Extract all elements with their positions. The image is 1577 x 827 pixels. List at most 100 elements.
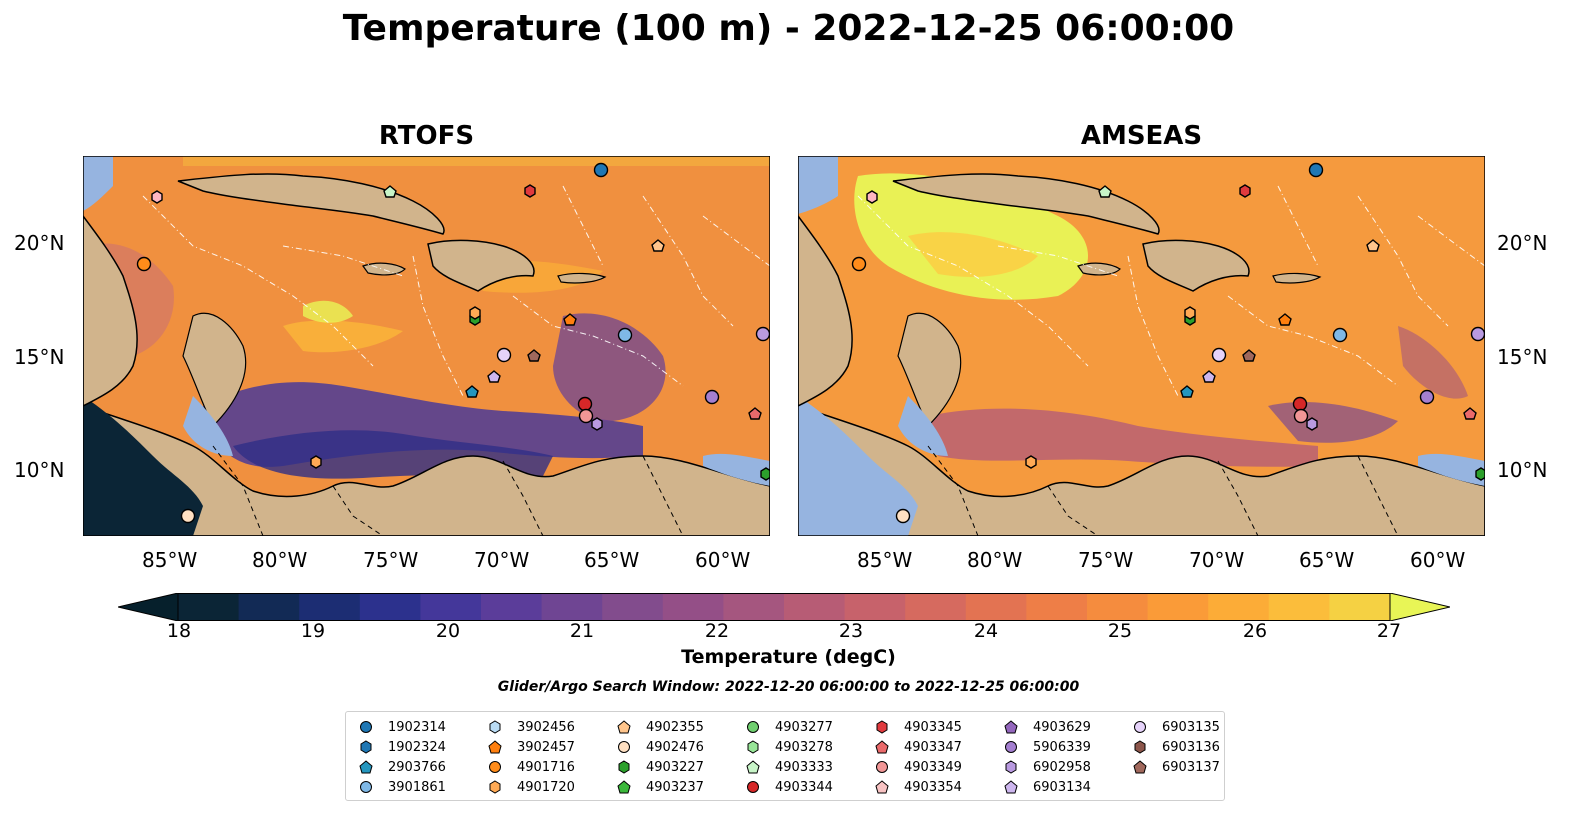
hexagon-marker-icon (1134, 740, 1146, 754)
lon-tick-label: 85°W (142, 548, 198, 572)
legend-label: 4903345 (904, 719, 962, 735)
pentagon-marker-icon (617, 720, 631, 734)
hexagon-marker-icon (747, 740, 759, 754)
circle-marker-icon (360, 721, 372, 733)
lon-tick-label: 80°W (967, 548, 1023, 572)
legend-item: 6902958 (1003, 757, 1132, 777)
legend-label: 4903227 (646, 759, 704, 775)
legend-item: 3901861 (358, 777, 487, 797)
colorbar (118, 593, 1450, 621)
colorbar-cell (178, 593, 240, 621)
legend-item: 4901720 (487, 777, 616, 797)
map-amseas (798, 156, 1485, 536)
panel-title-rtofs: RTOFS (378, 121, 475, 151)
circle-marker-icon (1005, 741, 1017, 753)
legend-label: 4902355 (646, 719, 704, 735)
legend-item: 4903277 (745, 717, 874, 737)
legend-item: 4903237 (616, 777, 745, 797)
legend-label: 6903134 (1033, 779, 1091, 795)
lon-tick-label: 75°W (1078, 548, 1134, 572)
legend-item: 4903349 (874, 757, 1003, 777)
lon-tick-label: 60°W (695, 548, 751, 572)
circle-marker-icon (747, 781, 759, 793)
legend-label: 4902476 (646, 739, 704, 755)
legend-label: 3901861 (388, 779, 446, 795)
lon-tick-label: 75°W (363, 548, 419, 572)
colorbar-tick-label: 19 (300, 620, 326, 642)
colorbar-tick-label: 27 (1376, 620, 1402, 642)
circle-marker-icon (876, 761, 888, 773)
colorbar-cell (238, 593, 300, 621)
legend-item: 4901716 (487, 757, 616, 777)
legend-item: 1902324 (358, 737, 487, 757)
colorbar-cell (299, 593, 361, 621)
legend-label: 3902456 (517, 719, 575, 735)
colorbar-tick-label: 21 (569, 620, 595, 642)
colorbar-cell (965, 593, 1027, 621)
legend-label: 6903135 (1162, 719, 1220, 735)
colorbar-cell (784, 593, 846, 621)
pentagon-marker-icon (617, 780, 631, 794)
colorbar-cell (662, 593, 724, 621)
legend-item: 4903278 (745, 737, 874, 757)
circle-marker-icon (489, 761, 501, 773)
colorbar-cell (1329, 593, 1391, 621)
lat-tick-label: 15°N (1497, 345, 1548, 369)
legend-label: 3902457 (517, 739, 575, 755)
pentagon-marker-icon (746, 760, 760, 774)
lon-tick-label: 65°W (1299, 548, 1355, 572)
search-window-text: Glider/Argo Search Window: 2022-12-20 06… (497, 679, 1080, 695)
colorbar-cell (420, 593, 482, 621)
lon-tick-label: 70°W (474, 548, 530, 572)
pentagon-marker-icon (1004, 780, 1018, 794)
colorbar-tick-label: 24 (973, 620, 999, 642)
legend-item: 4903227 (616, 757, 745, 777)
circle-marker-icon (747, 721, 759, 733)
colorbar-cell (1208, 593, 1270, 621)
legend-label: 4903347 (904, 739, 962, 755)
lat-tick-label: 10°N (1497, 458, 1548, 482)
hexagon-marker-icon (489, 780, 501, 794)
legend-item: 6903137 (1132, 757, 1261, 777)
colorbar-tick-label: 18 (166, 620, 192, 642)
legend-item: 4903354 (874, 777, 1003, 797)
colorbar-cell (541, 593, 603, 621)
colorbar-cell (1268, 593, 1330, 621)
legend-label: 4903278 (775, 739, 833, 755)
legend-item: 4903629 (1003, 717, 1132, 737)
legend-item: 6903134 (1003, 777, 1132, 797)
legend-item: 4903344 (745, 777, 874, 797)
lat-tick-label: 20°N (1497, 231, 1548, 255)
lon-tick-label: 70°W (1189, 548, 1245, 572)
hexagon-marker-icon (489, 720, 501, 734)
panel-title-amseas: AMSEAS (1080, 121, 1203, 151)
legend-item: 3902457 (487, 737, 616, 757)
colorbar-tick-label: 22 (704, 620, 730, 642)
legend-label: 4903344 (775, 779, 833, 795)
lat-tick-label: 20°N (14, 231, 65, 255)
legend-item: 4903345 (874, 717, 1003, 737)
legend-label: 4903237 (646, 779, 704, 795)
colorbar-label: Temperature (degC) (681, 646, 896, 668)
colorbar-tick-label: 25 (1107, 620, 1133, 642)
legend-item: 6903135 (1132, 717, 1261, 737)
colorbar-cell (359, 593, 421, 621)
colorbar-cell (1087, 593, 1149, 621)
hexagon-marker-icon (360, 740, 372, 754)
hexagon-marker-icon (618, 760, 630, 774)
legend-item: 6903136 (1132, 737, 1261, 757)
legend-label: 5906339 (1033, 739, 1091, 755)
hexagon-marker-icon (1005, 760, 1017, 774)
circle-marker-icon (618, 741, 630, 753)
pentagon-marker-icon (875, 740, 889, 754)
legend-label: 4903349 (904, 759, 962, 775)
lon-tick-label: 60°W (1410, 548, 1466, 572)
legend-label: 4901720 (517, 779, 575, 795)
legend-item: 1902314 (358, 717, 487, 737)
legend-item: 4902476 (616, 737, 745, 757)
colorbar-cell (481, 593, 543, 621)
legend-label: 4903333 (775, 759, 833, 775)
colorbar-tick-label: 26 (1242, 620, 1268, 642)
circle-marker-icon (1134, 721, 1146, 733)
colorbar-tick-label: 23 (838, 620, 864, 642)
